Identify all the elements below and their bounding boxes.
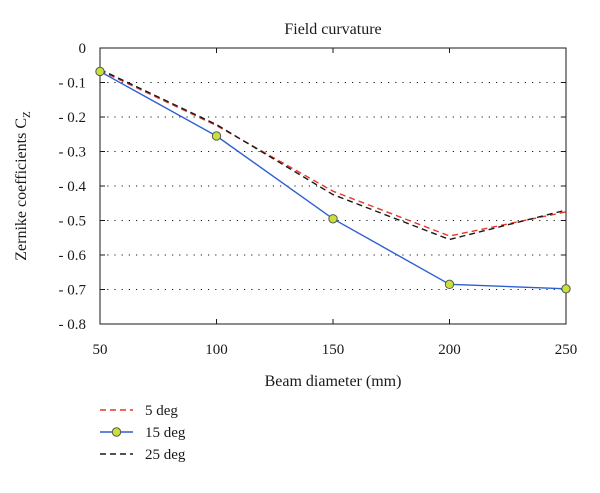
y-tick-label: - 0.3 (59, 145, 87, 161)
x-axis-ticks: 50 100 150 200 250 (93, 48, 578, 358)
data-point (95, 66, 105, 77)
gridlines (100, 82, 566, 290)
data-point (561, 284, 571, 294)
y-axis-ticks: 0 - 0.1 - 0.2 - 0.3 - 0.4 - 0.5 - 0.6 - 0.7 - 0.… (59, 41, 566, 333)
data-point (328, 214, 338, 224)
y-tick-label: - 0.2 (59, 110, 87, 126)
chart-title: Field curvature (284, 21, 381, 38)
data-point (444, 279, 455, 290)
y-tick-label: - 0.8 (59, 317, 87, 333)
y-tick-label: - 0.4 (59, 179, 87, 195)
series-markers (95, 66, 571, 294)
y-axis-label: Zernike coefficients CZ (13, 111, 33, 261)
y-tick-label: - 0.7 (59, 283, 87, 299)
data-point (211, 131, 222, 141)
legend-label: 5 deg (145, 403, 178, 419)
y-tick-label: - 0.5 (59, 214, 87, 230)
x-tick-label: 200 (438, 342, 461, 358)
x-tick-label: 150 (322, 342, 345, 358)
x-axis-label: Beam diameter (mm) (265, 373, 402, 390)
y-axis-label-subscript: Z (21, 111, 33, 118)
legend-label: 25 deg (145, 447, 186, 463)
y-tick-label: - 0.6 (59, 248, 87, 264)
series-line-5-deg (99, 69, 567, 237)
series-line-15-deg (99, 70, 567, 290)
y-tick-label: - 0.1 (59, 76, 87, 92)
series-lines (99, 68, 567, 290)
x-tick-label: 250 (555, 342, 578, 358)
x-tick-label: 50 (93, 342, 108, 358)
legend: 5 deg 15 deg 25 deg (100, 403, 186, 463)
y-tick-label: 0 (79, 41, 87, 57)
legend-label: 15 deg (145, 425, 186, 441)
legend-marker (111, 427, 122, 437)
series-line-25-deg (99, 68, 567, 241)
x-tick-label: 100 (205, 342, 228, 358)
y-axis-label-main: Zernike coefficients C (13, 118, 30, 261)
